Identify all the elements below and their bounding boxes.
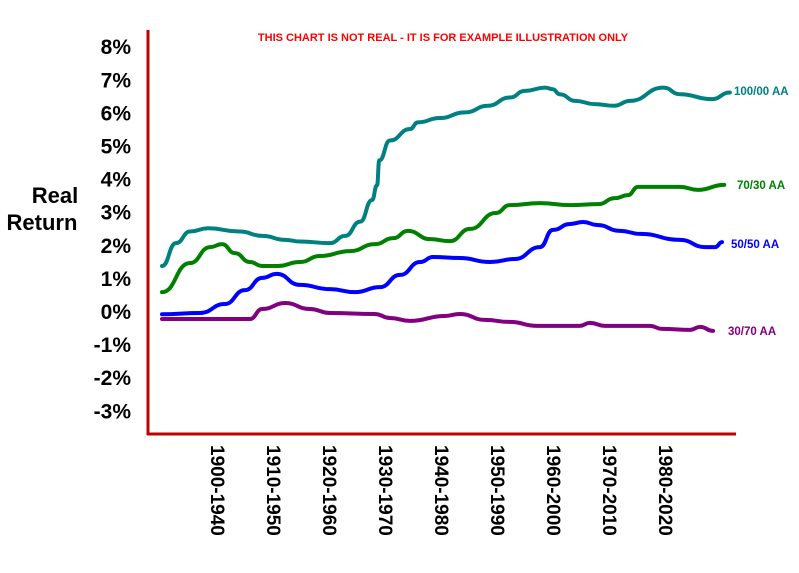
series-label: 100/00 AA bbox=[734, 86, 789, 98]
series-line-50-50-aa bbox=[160, 219, 724, 317]
series-label: 50/50 AA bbox=[731, 239, 779, 251]
y-axis-label-line-2: Return bbox=[7, 210, 78, 235]
y-tick-label: 5% bbox=[101, 136, 132, 159]
x-tick-label: 1930-1970 bbox=[374, 445, 395, 536]
y-tick-label: 3% bbox=[101, 202, 132, 225]
x-tick-label: 1900-1940 bbox=[206, 445, 227, 536]
y-tick-label: 2% bbox=[101, 235, 132, 258]
x-tick-label: 1980-2020 bbox=[654, 445, 675, 536]
series-label: 70/30 AA bbox=[737, 180, 785, 192]
chart-title: THIS CHART IS NOT REAL - IT IS FOR EXAMP… bbox=[258, 32, 629, 44]
x-tick-label: 1940-1980 bbox=[430, 445, 451, 536]
y-tick-label: -1% bbox=[94, 334, 132, 357]
y-tick-label: 0% bbox=[101, 301, 132, 324]
series-line-30-70-aa bbox=[160, 301, 716, 333]
y-tick-label: 1% bbox=[101, 268, 132, 291]
x-tick-label: 1970-2010 bbox=[598, 445, 619, 536]
y-tick-label: 7% bbox=[101, 69, 132, 92]
series-label: 30/70 AA bbox=[728, 326, 776, 338]
x-tick-label: 1950-1990 bbox=[486, 445, 507, 536]
y-tick-label: 6% bbox=[101, 102, 132, 125]
y-tick-label: -2% bbox=[94, 367, 132, 390]
x-tick-label: 1910-1950 bbox=[262, 445, 283, 536]
y-tick-label: -3% bbox=[94, 400, 132, 423]
y-tick-label: 8% bbox=[101, 36, 132, 59]
x-tick-label: 1960-2000 bbox=[542, 445, 563, 536]
y-axis-label-line-1: Real bbox=[32, 183, 78, 208]
x-tick-label: 1920-1960 bbox=[318, 445, 339, 536]
series-line-70-30-aa bbox=[160, 182, 727, 295]
y-tick-label: 4% bbox=[101, 169, 132, 192]
series-line-100-00-aa bbox=[160, 85, 732, 268]
